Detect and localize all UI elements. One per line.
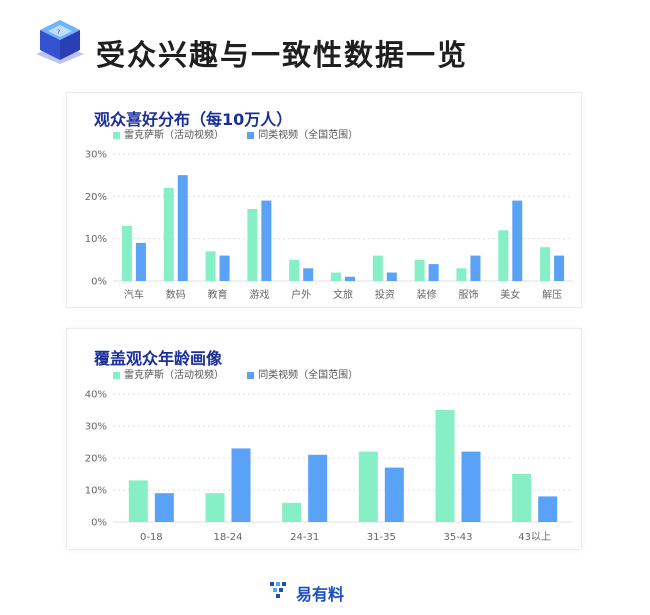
- y-tick-label: 10%: [85, 486, 107, 497]
- x-tick-label: 美女: [500, 288, 520, 301]
- bar-series-a: [205, 493, 225, 522]
- x-tick-label: 43以上: [518, 531, 551, 543]
- x-tick-label: 教育: [208, 288, 228, 301]
- legend-label: 雷克萨斯（活动视频）: [124, 130, 224, 141]
- bar-series-b: [512, 200, 523, 281]
- bar-series-a: [205, 251, 216, 281]
- bar-series-b: [219, 255, 230, 281]
- age-chart-panel: 覆盖观众年龄画像 雷克萨斯（活动视频） 同类视频（全国范围） 0% 10% 20% 3…: [66, 328, 582, 550]
- bar-series-b: [303, 268, 314, 281]
- bar-series-b: [231, 448, 251, 522]
- bar-series-b: [308, 454, 328, 522]
- y-tick-label: 20%: [85, 454, 107, 465]
- interest-bar-chart: 0% 10% 20% 30% 汽车 数码 教育 游戏 户外 文旅 投资 装修 服饰 美女 解压: [85, 150, 573, 301]
- legend-item-series-a: 雷克萨斯（活动视频）: [113, 366, 224, 381]
- legend-label: 同类视频（全国范围）: [258, 130, 359, 141]
- y-tick-label: 10%: [85, 234, 107, 245]
- chart-legend: 雷克萨斯（活动视频） 同类视频（全国范围）: [113, 366, 378, 381]
- legend-item-series-b: 同类视频（全国范围）: [247, 126, 358, 141]
- x-tick-label: 35-43: [443, 532, 472, 543]
- legend-item-series-b: 同类视频（全国范围）: [247, 366, 358, 381]
- y-tick-label: 0%: [91, 277, 107, 288]
- chart-title: 覆盖观众年龄画像: [94, 349, 223, 368]
- brand-name: 易有料: [296, 585, 345, 604]
- cube-logo-icon: ?: [36, 20, 84, 64]
- bar-series-a: [247, 209, 258, 281]
- legend-swatch-b: [247, 131, 255, 139]
- bar-series-a: [331, 272, 341, 281]
- x-tick-label: 投资: [375, 288, 395, 301]
- bar-series-b: [261, 200, 272, 281]
- y-tick-label: 30%: [85, 422, 107, 433]
- x-tick-label: 服饰: [458, 288, 478, 301]
- legend-swatch-a: [113, 131, 120, 139]
- interest-chart-panel: 观众喜好分布（每10万人） 雷克萨斯（活动视频） 同类视频（全国范围） 0% 10…: [66, 92, 582, 308]
- age-bar-chart: 0% 10% 20% 30% 40% 0-18 18-24 24-31 31-35 35-43 43…: [85, 390, 573, 543]
- brand-footer: 易有料: [268, 578, 388, 608]
- y-tick-label: 40%: [85, 390, 107, 401]
- bar-series-a: [358, 451, 378, 522]
- page-title: 受众兴趣与一致性数据一览: [96, 38, 469, 72]
- legend-swatch-b: [247, 371, 255, 379]
- bar-series-b: [177, 175, 188, 281]
- x-tick-label: 18-24: [213, 532, 242, 543]
- x-tick-label: 游戏: [249, 288, 269, 301]
- bar-series-b: [470, 255, 481, 281]
- bar-series-a: [128, 480, 148, 522]
- legend-label: 雷克萨斯（活动视频）: [124, 370, 224, 381]
- x-tick-label: 汽车: [124, 288, 144, 301]
- x-tick-label: 解压: [542, 288, 562, 301]
- y-tick-label: 20%: [85, 192, 107, 203]
- x-tick-label: 数码: [166, 288, 186, 301]
- x-tick-label: 0-18: [140, 532, 163, 543]
- bar-series-a: [435, 410, 455, 522]
- bar-series-b: [461, 451, 481, 522]
- brand-logo-icon: [270, 582, 286, 598]
- bar-series-b: [554, 255, 565, 281]
- bar-series-b: [345, 276, 355, 281]
- header: ? 受众兴趣与一致性数据一览: [0, 0, 650, 80]
- bar-series-b: [384, 467, 404, 522]
- svg-text:?: ?: [57, 29, 60, 36]
- legend-item-series-a: 雷克萨斯（活动视频）: [113, 126, 224, 141]
- bar-series-a: [289, 259, 300, 281]
- y-tick-label: 0%: [91, 518, 107, 529]
- x-tick-label: 24-31: [290, 532, 319, 543]
- x-tick-label: 文旅: [333, 288, 353, 301]
- bar-series-a: [121, 225, 132, 281]
- bar-series-a: [498, 230, 509, 281]
- legend-swatch-a: [113, 371, 120, 379]
- y-tick-label: 30%: [85, 150, 107, 161]
- bar-series-a: [512, 474, 532, 522]
- chart-legend: 雷克萨斯（活动视频） 同类视频（全国范围）: [113, 126, 378, 141]
- bar-series-a: [282, 502, 302, 522]
- x-tick-label: 装修: [417, 288, 437, 301]
- bar-series-b: [135, 242, 146, 281]
- bar-series-a: [163, 187, 174, 281]
- bar-series-b: [386, 272, 397, 281]
- bar-series-a: [540, 247, 551, 281]
- bar-series-a: [372, 255, 383, 281]
- bar-series-a: [414, 259, 425, 281]
- chart-title: 观众喜好分布（每10万人）: [94, 110, 293, 129]
- bar-series-a: [456, 268, 467, 281]
- x-tick-label: 31-35: [367, 532, 396, 543]
- bar-series-b: [154, 493, 174, 522]
- bar-series-b: [428, 264, 439, 281]
- x-tick-label: 户外: [291, 288, 311, 301]
- bar-series-b: [538, 496, 558, 522]
- legend-label: 同类视频（全国范围）: [258, 370, 359, 381]
